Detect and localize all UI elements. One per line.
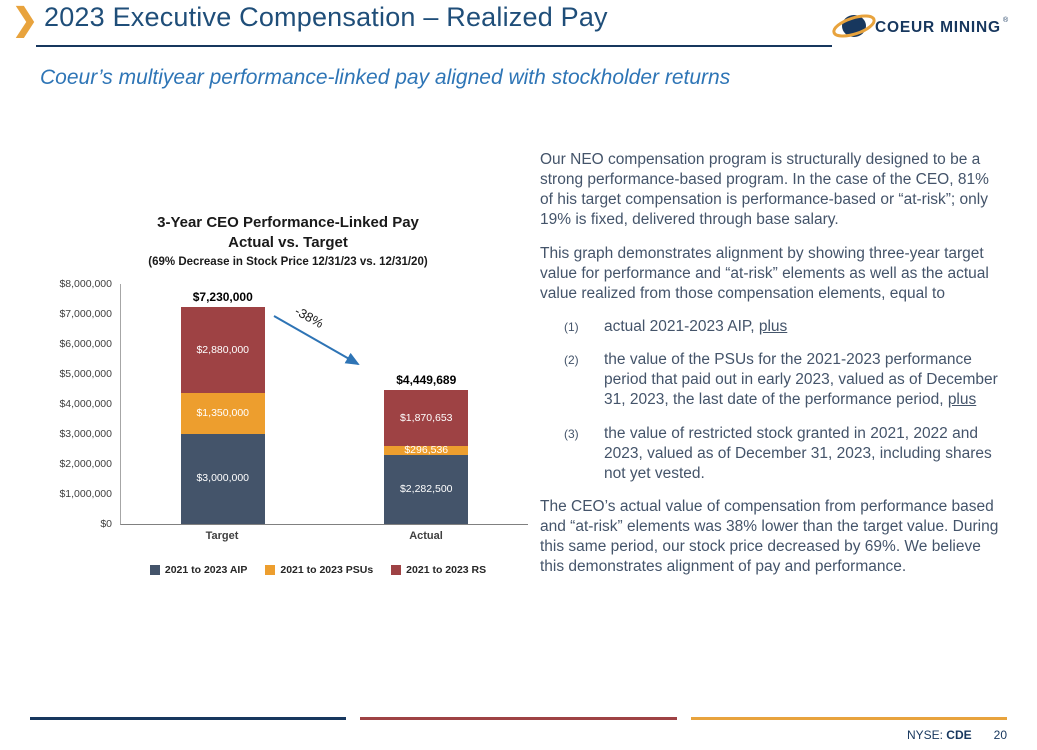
slide-subtitle: Coeur’s multiyear performance-linked pay… (40, 66, 731, 89)
legend-swatch (265, 564, 276, 575)
bar-segment: $2,880,000 (180, 306, 265, 393)
legend-item: 2021 to 2023 RS (391, 564, 486, 576)
y-tick-label: $7,000,000 (59, 307, 112, 320)
underlined-word: plus (947, 391, 977, 409)
list-item-1: (1) actual 2021-2023 AIP, plus (564, 317, 1002, 337)
y-tick-label: $1,000,000 (59, 487, 112, 500)
list-item-3: (3) the value of restricted stock grante… (564, 424, 1002, 484)
footer-bars (30, 717, 1007, 720)
bar-segment: $1,350,000 (180, 393, 265, 434)
bar-slot: $7,230,000 $2,880,000 $1,350,000 $3,000,000 (121, 284, 325, 524)
bar-segment: $1,870,653 (384, 390, 469, 447)
x-axis-labels: Target Actual (120, 530, 528, 542)
plot-area: -38% $7,230,000 $2,880,000 $1,350,000 $3,00… (120, 283, 529, 525)
coeur-mining-logo: COEUR MINING ® (832, 14, 1009, 38)
ticker-label: NYSE: (906, 728, 947, 742)
footer-text: NYSE: CDE 20 (907, 728, 1007, 742)
list-text-2: the value of the PSUs for the 2021-2023 … (604, 351, 998, 409)
paragraph-1: Our NEO compensation program is structur… (540, 151, 989, 229)
x-category-label: Target (205, 529, 239, 542)
bar-segment: $3,000,000 (180, 433, 265, 524)
y-tick-label: $6,000,000 (59, 337, 112, 350)
logo-swoosh (832, 14, 876, 38)
list-number-1: (1) (564, 319, 579, 334)
chart-legend: 2021 to 2023 AIP 2021 to 2023 PSUs 2021 to… (108, 564, 528, 576)
list-number-2: (2) (564, 353, 579, 368)
bar-slot: $4,449,689 $1,870,653 $296,536 $2,282,500 (325, 284, 529, 524)
page-title: 2023 Executive Compensation – Realized P… (44, 2, 608, 32)
stacked-bar-target: $7,230,000 $2,880,000 $1,350,000 $3,000,000 (180, 290, 265, 524)
logo-registered-mark: ® (1003, 16, 1009, 24)
chart: 3-Year CEO Performance-Linked Pay Actual… (48, 213, 528, 576)
body-text: Our NEO compensation program is structur… (540, 150, 1002, 591)
underlined-word: plus (758, 317, 788, 335)
plot-row: $8,000,000 $7,000,000 $6,000,000 $5,000,000… (48, 278, 529, 530)
y-tick-label: $4,000,000 (59, 397, 112, 410)
logo-text: COEUR MINING (875, 19, 1001, 36)
bar-segment: $296,536 (384, 445, 469, 456)
paragraph-3: The CEO’s actual value of compensation f… (540, 497, 999, 576)
paragraph-2: This graph demonstrates alignment by sho… (540, 244, 989, 302)
legend-label: 2021 to 2023 AIP (164, 563, 248, 576)
list-text-1: actual 2021-2023 AIP, plus (604, 317, 788, 335)
footer-bar-gold (690, 717, 1007, 720)
list-text-3: the value of restricted stock granted in… (604, 424, 992, 482)
chart-note: (69% Decrease in Stock Price 12/31/23 vs… (148, 255, 428, 268)
y-axis: $8,000,000 $7,000,000 $6,000,000 $5,000,000… (48, 278, 120, 530)
x-category-label: Actual (409, 529, 443, 542)
ticker: CDE (946, 728, 972, 742)
footer-bar-navy (30, 717, 347, 720)
list-number-3: (3) (564, 426, 579, 441)
list-item-2: (2) the value of the PSUs for the 2021-2… (564, 350, 1002, 410)
page-number: 20 (993, 728, 1007, 742)
stacked-bar-actual: $4,449,689 $1,870,653 $296,536 $2,282,500 (384, 373, 469, 524)
y-tick-label: $8,000,000 (59, 277, 112, 290)
bar-total-label: $7,230,000 (192, 289, 253, 304)
chart-title: 3-Year CEO Performance-Linked Pay (157, 214, 419, 231)
y-tick-label: $3,000,000 (59, 427, 112, 440)
legend-swatch (149, 564, 160, 575)
y-tick-label: $5,000,000 (59, 367, 112, 380)
bar-segment: $2,282,500 (384, 455, 469, 524)
chevron-icon: ❯ (12, 2, 38, 37)
chart-subtitle: Actual vs. Target (228, 234, 348, 252)
y-tick-label: $0 (100, 517, 112, 530)
legend-item: 2021 to 2023 AIP (149, 563, 248, 576)
legend-label: 2021 to 2023 RS (406, 563, 487, 576)
legend-label: 2021 to 2023 PSUs (280, 563, 374, 576)
legend-item: 2021 to 2023 PSUs (265, 564, 373, 576)
y-tick-label: $2,000,000 (59, 457, 112, 470)
legend-swatch (391, 564, 402, 575)
footer-bar-red (360, 717, 677, 720)
header-divider (36, 45, 832, 47)
bar-total-label: $4,449,689 (396, 373, 457, 388)
